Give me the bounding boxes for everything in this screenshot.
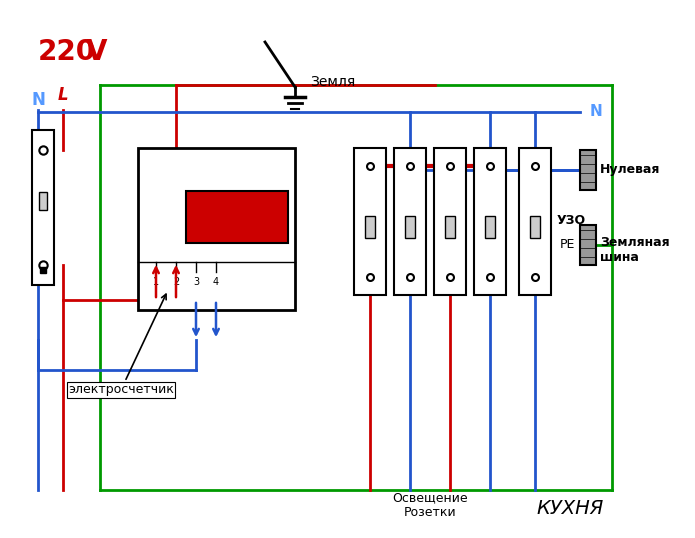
- Text: 3: 3: [193, 277, 199, 287]
- Bar: [32, 130, 54, 285]
- Bar: [405, 216, 415, 238]
- Bar: [580, 225, 596, 265]
- Text: 1: 1: [153, 277, 159, 287]
- Bar: [365, 216, 375, 238]
- Text: 220: 220: [38, 38, 96, 66]
- Text: электросчетчик: электросчетчик: [68, 294, 174, 397]
- Text: N: N: [31, 91, 45, 109]
- Text: Земляная
шина: Земляная шина: [600, 236, 669, 264]
- Text: L: L: [58, 86, 68, 104]
- Bar: [485, 216, 495, 238]
- Bar: [354, 148, 386, 295]
- Bar: [519, 148, 551, 295]
- Bar: [394, 148, 426, 295]
- Text: Земля: Земля: [310, 75, 355, 89]
- Text: 2: 2: [173, 277, 179, 287]
- Text: N: N: [590, 104, 603, 119]
- Bar: [39, 192, 47, 210]
- Text: V: V: [86, 38, 108, 66]
- Bar: [530, 216, 540, 238]
- Bar: [138, 148, 295, 310]
- Text: Нулевая: Нулевая: [600, 164, 660, 176]
- Text: Освещение
Розетки: Освещение Розетки: [392, 491, 468, 519]
- Bar: [580, 150, 596, 190]
- Bar: [445, 216, 455, 238]
- Text: КУХНЯ: КУХНЯ: [537, 499, 604, 518]
- Bar: [434, 148, 466, 295]
- Text: 4: 4: [213, 277, 219, 287]
- Bar: [186, 191, 288, 243]
- Bar: [474, 148, 506, 295]
- Text: PE: PE: [559, 238, 575, 251]
- Text: УЗО: УЗО: [557, 214, 586, 226]
